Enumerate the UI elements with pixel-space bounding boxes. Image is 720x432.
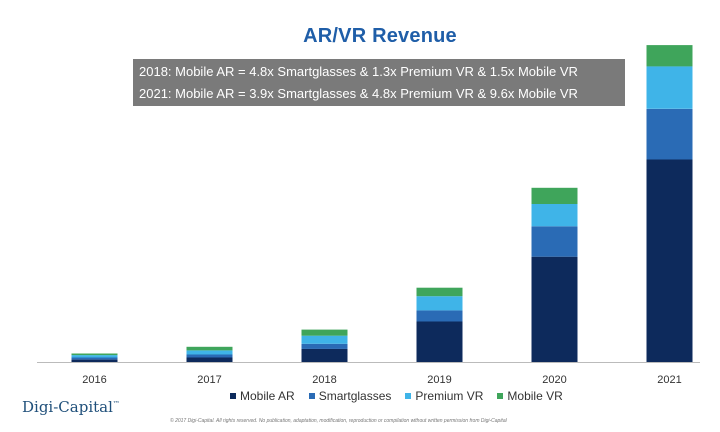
legend-swatch-premium-vr	[405, 393, 412, 399]
bar-2021-premium-vr	[646, 66, 693, 109]
bar-2019-premium-vr	[416, 296, 463, 311]
legend-label-mobile-vr: Mobile VR	[507, 389, 563, 403]
legend-item-mobile-ar: Mobile AR	[230, 389, 295, 403]
bar-2020-premium-vr	[531, 204, 578, 227]
bar-2021-smartglasses	[646, 108, 693, 160]
legend-swatch-mobile-ar	[230, 393, 236, 399]
legend-item-premium-vr: Premium VR	[405, 389, 483, 403]
annotation-box: 2018: Mobile AR = 4.8x Smartglasses & 1.…	[133, 59, 625, 106]
x-tick-label-2016: 2016	[82, 374, 106, 386]
chart-title: AR/VR Revenue	[303, 25, 457, 47]
bar-2016-mobile-ar	[71, 359, 118, 362]
x-tick-label-2018: 2018	[312, 374, 336, 386]
bar-2019-smartglasses	[416, 310, 463, 322]
bar-2019-mobile-ar	[416, 321, 463, 362]
brand-logo: Digi-Capital™	[22, 398, 120, 416]
brand-trademark: ™	[112, 400, 120, 408]
bar-2017-mobile-vr	[186, 346, 233, 351]
bar-2021-mobile-ar	[646, 159, 693, 362]
legend-label-mobile-ar: Mobile AR	[240, 389, 295, 403]
bar-2017-smartglasses	[186, 354, 233, 358]
bar-2018-premium-vr	[301, 335, 348, 344]
bar-2016-premium-vr	[71, 355, 118, 358]
legend-label-premium-vr: Premium VR	[415, 389, 484, 403]
legend-item-mobile-vr: Mobile VR	[497, 389, 563, 403]
bar-2020-smartglasses	[531, 226, 578, 257]
bar-2020-mobile-vr	[531, 187, 578, 204]
bar-2016-mobile-vr	[71, 353, 118, 356]
annotation-2018: 2018: Mobile AR = 4.8x Smartglasses & 1.…	[139, 64, 578, 79]
x-tick-label-2019: 2019	[427, 374, 451, 386]
legend-swatch-mobile-vr	[497, 393, 504, 399]
x-tick-label-2017: 2017	[197, 374, 221, 386]
annotation-2021: 2021: Mobile AR = 3.9x Smartglasses & 4.…	[139, 86, 578, 101]
bar-2020-mobile-ar	[531, 256, 578, 362]
bar-2021-mobile-vr	[646, 45, 693, 67]
bar-2018-smartglasses	[301, 343, 348, 349]
bar-2019-mobile-vr	[416, 287, 463, 297]
x-tick-label-2020: 2020	[542, 374, 566, 386]
brand-name: Digi-Capital	[22, 398, 113, 416]
x-tick-label-2021: 2021	[657, 374, 681, 386]
copyright-notice: © 2017 Digi-Capital. All rights reserved…	[170, 418, 507, 424]
bar-2017-mobile-ar	[186, 357, 233, 362]
bar-2016-smartglasses	[71, 357, 118, 360]
legend: Mobile AR Smartglasses Premium VR Mobile…	[230, 389, 563, 403]
bar-2018-mobile-ar	[301, 348, 348, 362]
legend-swatch-smartglasses	[308, 393, 315, 399]
legend-item-smartglasses: Smartglasses	[308, 389, 392, 403]
bar-2018-mobile-vr	[301, 329, 348, 336]
legend-label-smartglasses: Smartglasses	[318, 389, 392, 403]
bar-2017-premium-vr	[186, 350, 233, 355]
